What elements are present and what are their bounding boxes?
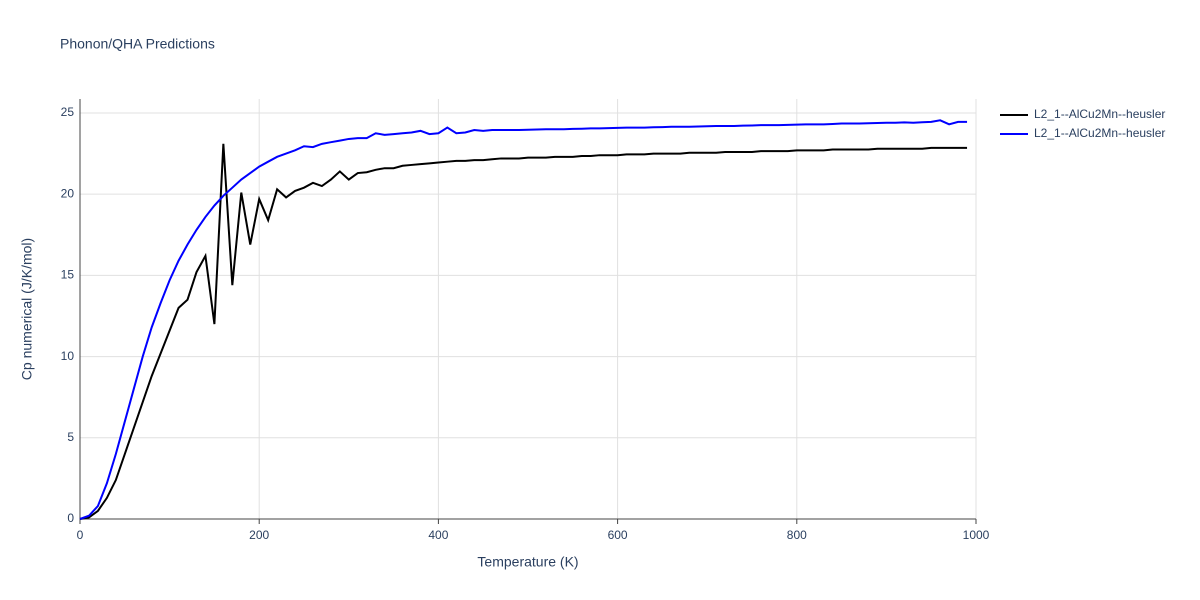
x-tick-label: 800 [787,528,807,542]
x-tick-label: 200 [249,528,269,542]
y-tick-label: 15 [61,268,75,282]
legend-label: L2_1--AlCu2Mn--heusler [1034,107,1165,121]
y-tick-label: 5 [67,430,74,444]
x-tick-label: 600 [608,528,628,542]
series-line [79,143,968,520]
x-tick-label: 1000 [963,528,990,542]
y-tick-label: 0 [67,511,74,525]
x-tick-label: 0 [77,528,84,542]
x-axis-label: Temperature (K) [477,554,578,570]
chart-title: Phonon/QHA Predictions [60,36,215,52]
series-line [79,119,968,520]
x-tick-label: 400 [428,528,448,542]
legend-label: L2_1--AlCu2Mn--heusler [1034,126,1165,140]
y-tick-label: 25 [61,105,75,119]
y-axis-label: Cp numerical (J/K/mol) [19,238,35,380]
y-tick-label: 10 [61,349,75,363]
y-tick-label: 20 [61,186,75,200]
